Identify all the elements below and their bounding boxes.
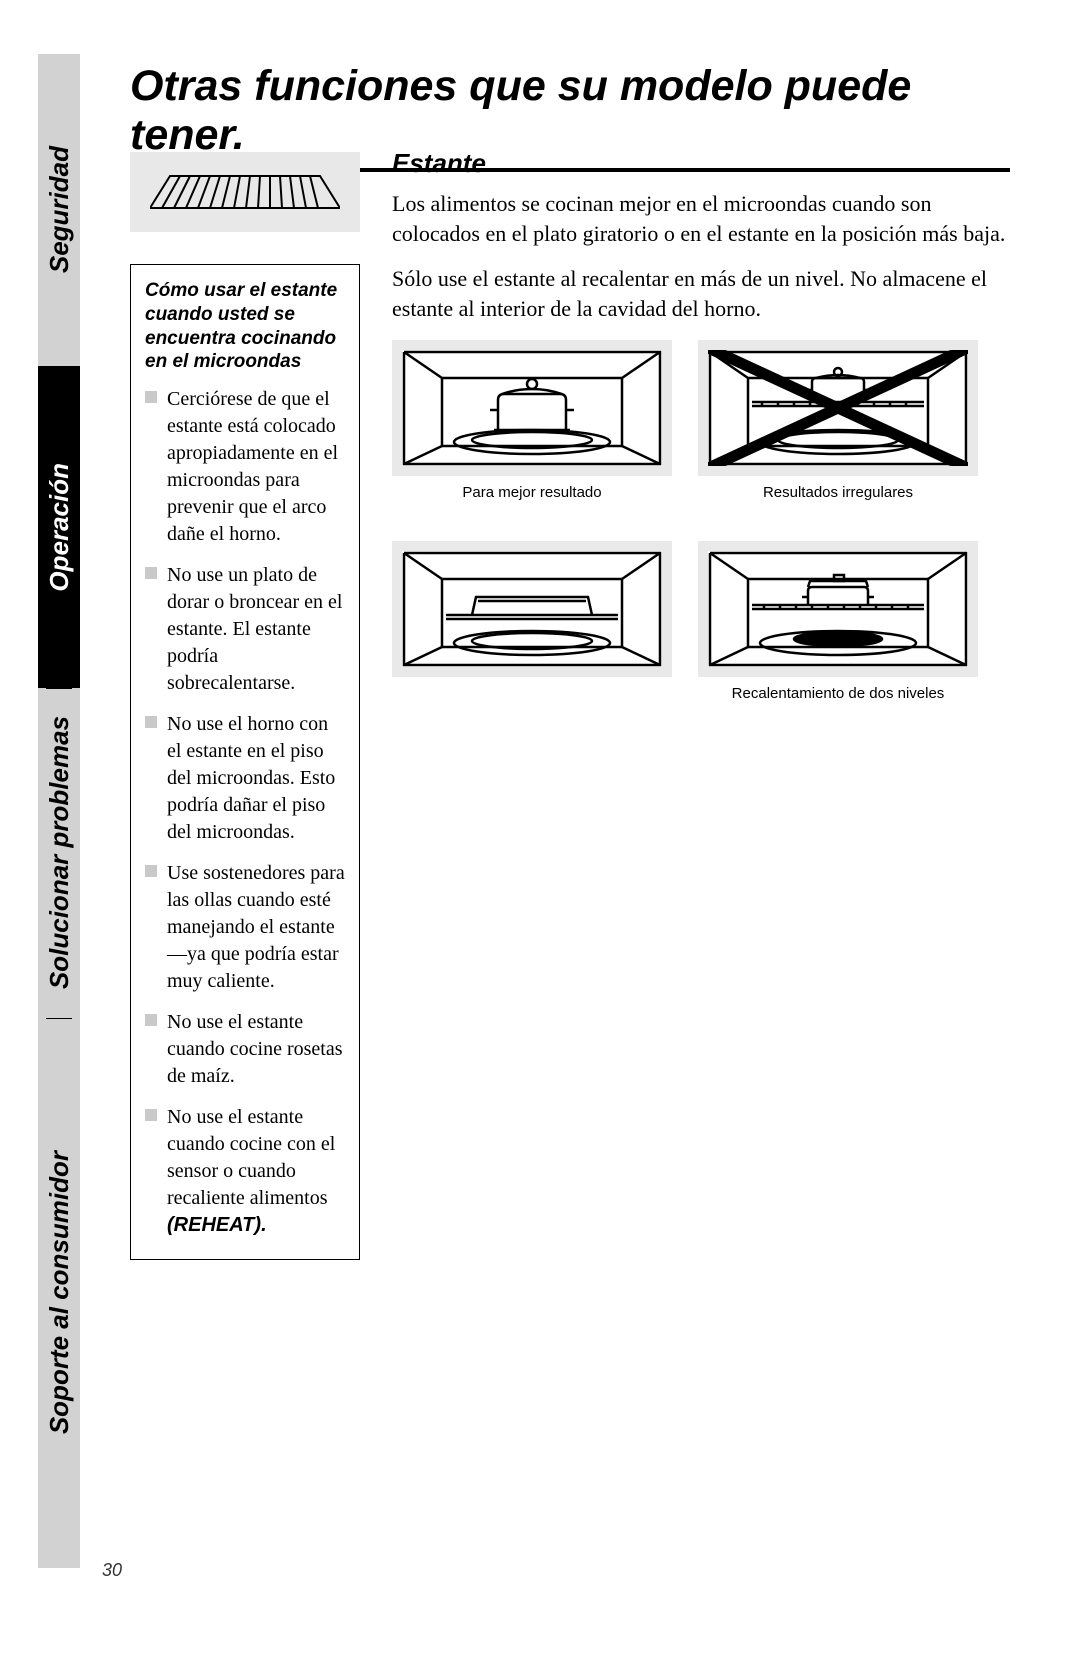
howto-item-bold: (REHEAT). (167, 1214, 267, 1236)
figure-row: Para mejor resultado (392, 340, 1010, 501)
tab-label: Soporte al consumidor (44, 1151, 75, 1434)
manual-page: Seguridad Operación Solucionar problemas… (0, 0, 1080, 1669)
figure-caption: Recalentamiento de dos niveles (698, 685, 978, 702)
figure-irregular: Resultados irregulares (698, 340, 978, 501)
microwave-icon (392, 340, 672, 476)
sidebar-tabs: Seguridad Operación Solucionar problemas… (38, 54, 80, 1568)
tab-label: Solucionar problemas (44, 716, 75, 989)
page-number: 30 (102, 1560, 122, 1581)
howto-list: Cerciórese de que el estante está coloca… (145, 386, 345, 1239)
howto-item-text: No use el estante cuando cocine con el s… (167, 1106, 335, 1209)
figure-caption: Para mejor resultado (392, 484, 672, 501)
howto-item: No use el estante cuando cocine rosetas … (145, 1009, 345, 1090)
figure-low-rack (392, 541, 672, 702)
rack-illustration (130, 152, 360, 232)
howto-item: No use el estante cuando cocine con el s… (145, 1104, 345, 1239)
tab-label: Operación (44, 463, 75, 592)
microwave-icon (698, 340, 978, 476)
figure-best: Para mejor resultado (392, 340, 672, 501)
figure-caption: Resultados irregulares (698, 484, 978, 501)
howto-box: Cómo usar el estante cuando usted se enc… (130, 264, 360, 1260)
content-column: Estante Los alimentos se cocinan mejor e… (392, 148, 1010, 702)
rack-icon (150, 168, 340, 216)
tab-soporte: Soporte al consumidor (38, 1018, 80, 1568)
tab-label: Seguridad (44, 146, 75, 273)
howto-item: Cerciórese de que el estante está coloca… (145, 386, 345, 548)
figure-two-level: Recalentamiento de dos niveles (698, 541, 978, 702)
figure-row: Recalentamiento de dos niveles (392, 541, 1010, 702)
howto-title: Cómo usar el estante cuando usted se enc… (145, 279, 345, 374)
tab-operacion: Operación (38, 366, 80, 688)
howto-item: No use un plato de dorar o broncear en e… (145, 562, 345, 697)
microwave-icon (698, 541, 978, 677)
howto-item: No use el horno con el estante en el pis… (145, 711, 345, 846)
tab-seguridad: Seguridad (38, 54, 80, 366)
body-paragraph: Sólo use el estante al recalentar en más… (392, 264, 1010, 323)
body-paragraph: Los alimentos se cocinan mejor en el mic… (392, 189, 1010, 248)
microwave-icon (392, 541, 672, 677)
tab-problemas: Solucionar problemas (38, 688, 80, 1018)
section-title: Estante (392, 148, 1010, 179)
howto-item: Use sostenedores para las ollas cuando e… (145, 860, 345, 995)
